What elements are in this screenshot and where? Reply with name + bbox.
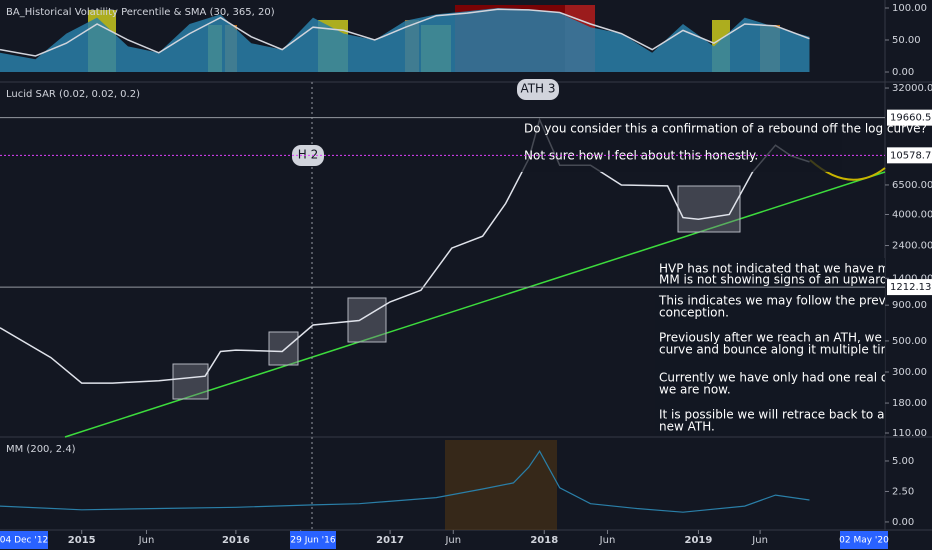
box — [172, 363, 209, 400]
annotation: ATH 3 — [520, 82, 555, 96]
y-tick-label: 100.00 — [892, 3, 927, 14]
note-line: Do you consider this a confirmation of a… — [524, 122, 927, 136]
crosshair-label-box — [290, 531, 336, 549]
boxes — [172, 185, 741, 400]
note: Do you consider this a confirmation of a… — [520, 117, 927, 172]
y-tick-label: 0.00 — [892, 517, 914, 528]
crosshair-label: 02 May '20 — [839, 536, 889, 546]
box — [677, 185, 741, 233]
x-tick-label: 2018 — [530, 535, 558, 546]
note-line: Currently we have only had one real dip … — [659, 371, 932, 385]
price-level-label: 1212.13 — [890, 282, 931, 293]
y-tick-label: 2.50 — [892, 486, 914, 497]
x-tick-label: 2019 — [685, 535, 713, 546]
y-tick-label: 4000.00 — [892, 209, 932, 220]
mm-line — [0, 450, 810, 513]
box — [268, 331, 299, 366]
annotation: H 2 — [298, 148, 318, 162]
y-tick-label: 500.00 — [892, 336, 927, 347]
note-line: conception. — [659, 306, 729, 320]
hvp-area — [0, 8, 810, 73]
y-tick-label: 32000.00 — [892, 83, 932, 94]
y-tick-label: 110.00 — [892, 428, 927, 439]
crosshair-label: 04 Dec '12 — [0, 536, 48, 546]
x-tick-label: Jun — [138, 535, 155, 546]
y-tick-label: 180.00 — [892, 398, 927, 409]
price-level-box — [887, 109, 932, 126]
y-tick-label: 5.00 — [892, 456, 914, 467]
note-line: MM is not showing signs of an upward bre… — [659, 273, 929, 287]
x-tick-label: 2016 — [222, 535, 250, 546]
note-line: curve and bounce along it multiple times… — [659, 343, 932, 357]
crosshair-label-box — [840, 531, 888, 549]
box — [347, 297, 387, 343]
x-tick-label: Jun — [444, 535, 461, 546]
note-line: new ATH. — [659, 420, 715, 434]
y-tick-label: 50.00 — [892, 35, 921, 46]
note-line: This indicates we may follow the previou… — [658, 294, 932, 308]
x-tick-label: Jun — [599, 535, 616, 546]
panel-title: BA_Historical Volatility Percentile & SM… — [6, 7, 275, 18]
note-line: HVP has not indicated that we have met a… — [659, 262, 932, 276]
x-tick-label: 2015 — [68, 535, 96, 546]
note-line: It is possible we will retrace back to a… — [659, 408, 932, 422]
log-curve — [64, 171, 886, 438]
price-level-label: 19660.53 — [890, 113, 932, 124]
price-level-box — [887, 147, 932, 164]
y-tick-label: 1400.00 — [892, 273, 932, 284]
hvp-sma — [0, 8, 810, 57]
y-tick-label: 900.00 — [892, 300, 927, 311]
note-background — [520, 117, 842, 172]
y-tick-label: 6500.00 — [892, 180, 932, 191]
crosshair-label-box — [0, 531, 48, 549]
y-tick-label: 0.00 — [892, 67, 914, 78]
x-tick-label: Jun — [751, 535, 768, 546]
y-tick-label: 300.00 — [892, 367, 927, 378]
annotation-bubble — [517, 79, 559, 100]
plot — [0, 8, 810, 513]
y-tick-label: 2400.00 — [892, 241, 932, 252]
price-level-box — [887, 279, 932, 296]
crosshair-label: 29 Jun '16 — [290, 536, 335, 546]
panel-title: MM (200, 2.4) — [6, 444, 76, 455]
panel-title: Lucid SAR (0.02, 0.02, 0.2) — [6, 89, 140, 100]
price-line — [0, 117, 810, 384]
note-line: we are now. — [659, 383, 731, 397]
note-line: Previously after we reach an ATH, we ret… — [659, 331, 932, 345]
x-tick-label: 2017 — [376, 535, 404, 546]
price-level-label: 10578.71 — [890, 150, 932, 161]
